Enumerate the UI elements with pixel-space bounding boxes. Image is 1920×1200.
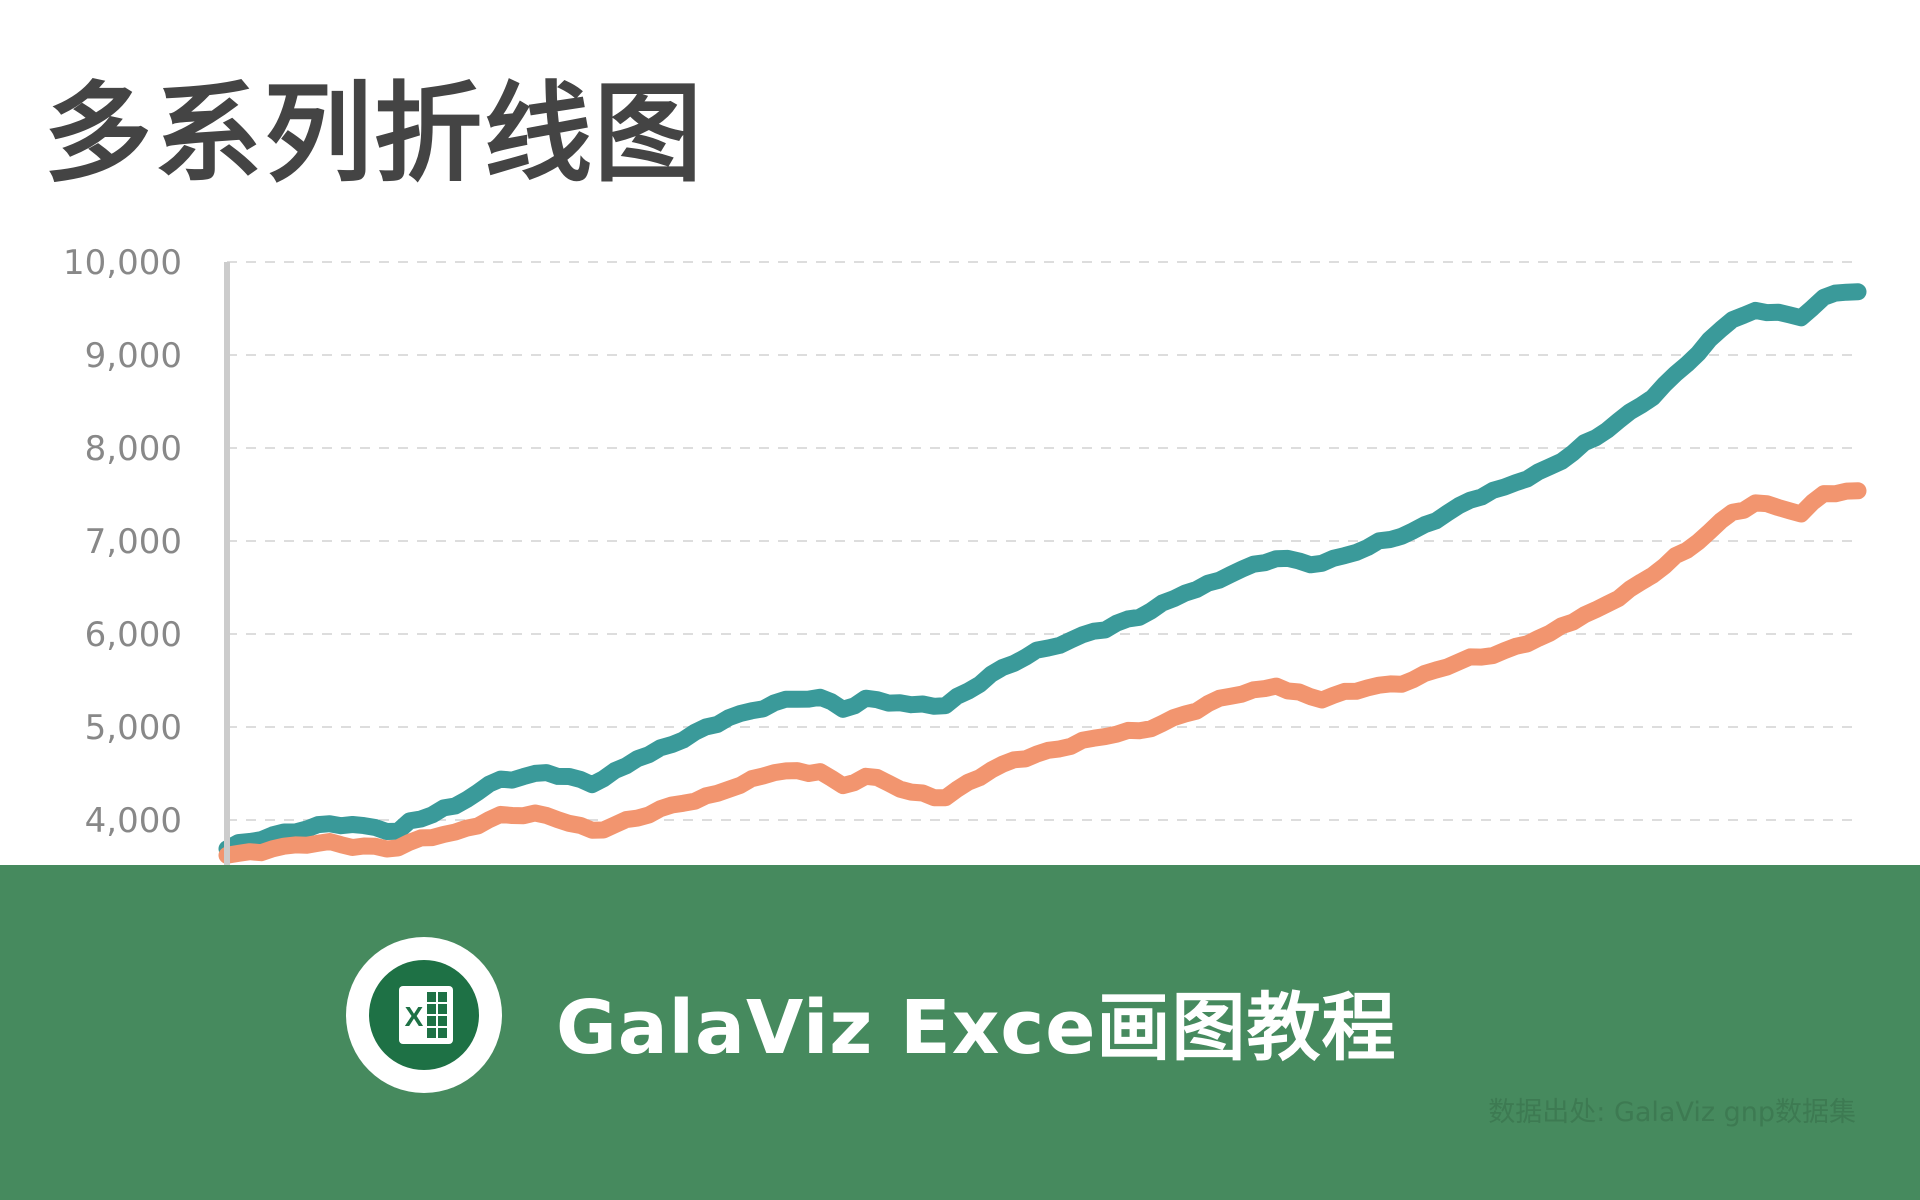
excel-sheet-icon: X [399, 986, 453, 1044]
y-tick-label: 10,000 [63, 243, 182, 283]
y-tick-label: 6,000 [85, 615, 182, 655]
excel-logo-icon: X [346, 937, 502, 1093]
gridlines [227, 261, 1858, 916]
data-source-note: 数据出处: GalaViz gnp数据集 [1488, 1097, 1856, 1128]
y-tick-label: 4,000 [85, 801, 182, 841]
y-tick-label: 7,000 [85, 522, 182, 562]
tutorial-banner: X GalaViz Exce画图教程 数据出处: GalaViz gnp数据集 [0, 865, 1920, 1200]
banner-title: GalaViz Exce画图教程 [556, 985, 1397, 1071]
series-line-1 [218, 283, 1867, 858]
series-line-2 [218, 482, 1867, 864]
svg-text:X: X [405, 1001, 424, 1032]
y-tick-label: 5,000 [85, 708, 182, 748]
chart-title: 多系列折线图 [44, 72, 705, 197]
y-axis-tick-labels: 3,0004,0005,0006,0007,0008,0009,00010,00… [63, 243, 182, 934]
y-tick-label: 9,000 [85, 336, 182, 376]
excel-logo-inner: X [369, 960, 479, 1070]
series-lines [218, 283, 1867, 864]
y-tick-label: 8,000 [85, 429, 182, 469]
